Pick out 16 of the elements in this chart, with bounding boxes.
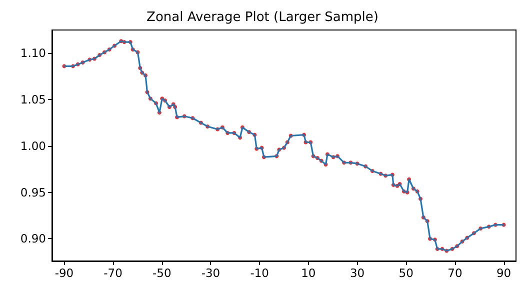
x-tick-label: 30	[350, 266, 365, 280]
y-tick-label: 0.95	[20, 185, 46, 200]
y-tick-label: 1.10	[20, 46, 46, 60]
x-tick-label: -50	[152, 266, 172, 280]
y-tick-label: 0.90	[20, 232, 46, 246]
y-tick-label: 1.05	[20, 92, 46, 107]
chart-title: Zonal Average Plot (Larger Sample)	[146, 10, 378, 25]
x-tick-label: 90	[496, 266, 512, 280]
x-tick-label: -10	[250, 266, 269, 280]
x-tick-label: 50	[398, 266, 414, 280]
x-tick-label: 70	[448, 266, 462, 280]
x-tick-label: -30	[201, 266, 220, 280]
x-tick-label: 10	[301, 266, 316, 280]
x-tick-label: -70	[104, 266, 122, 280]
y-tick-label: 1.00	[20, 138, 46, 153]
x-tick-label: -90	[54, 266, 74, 280]
